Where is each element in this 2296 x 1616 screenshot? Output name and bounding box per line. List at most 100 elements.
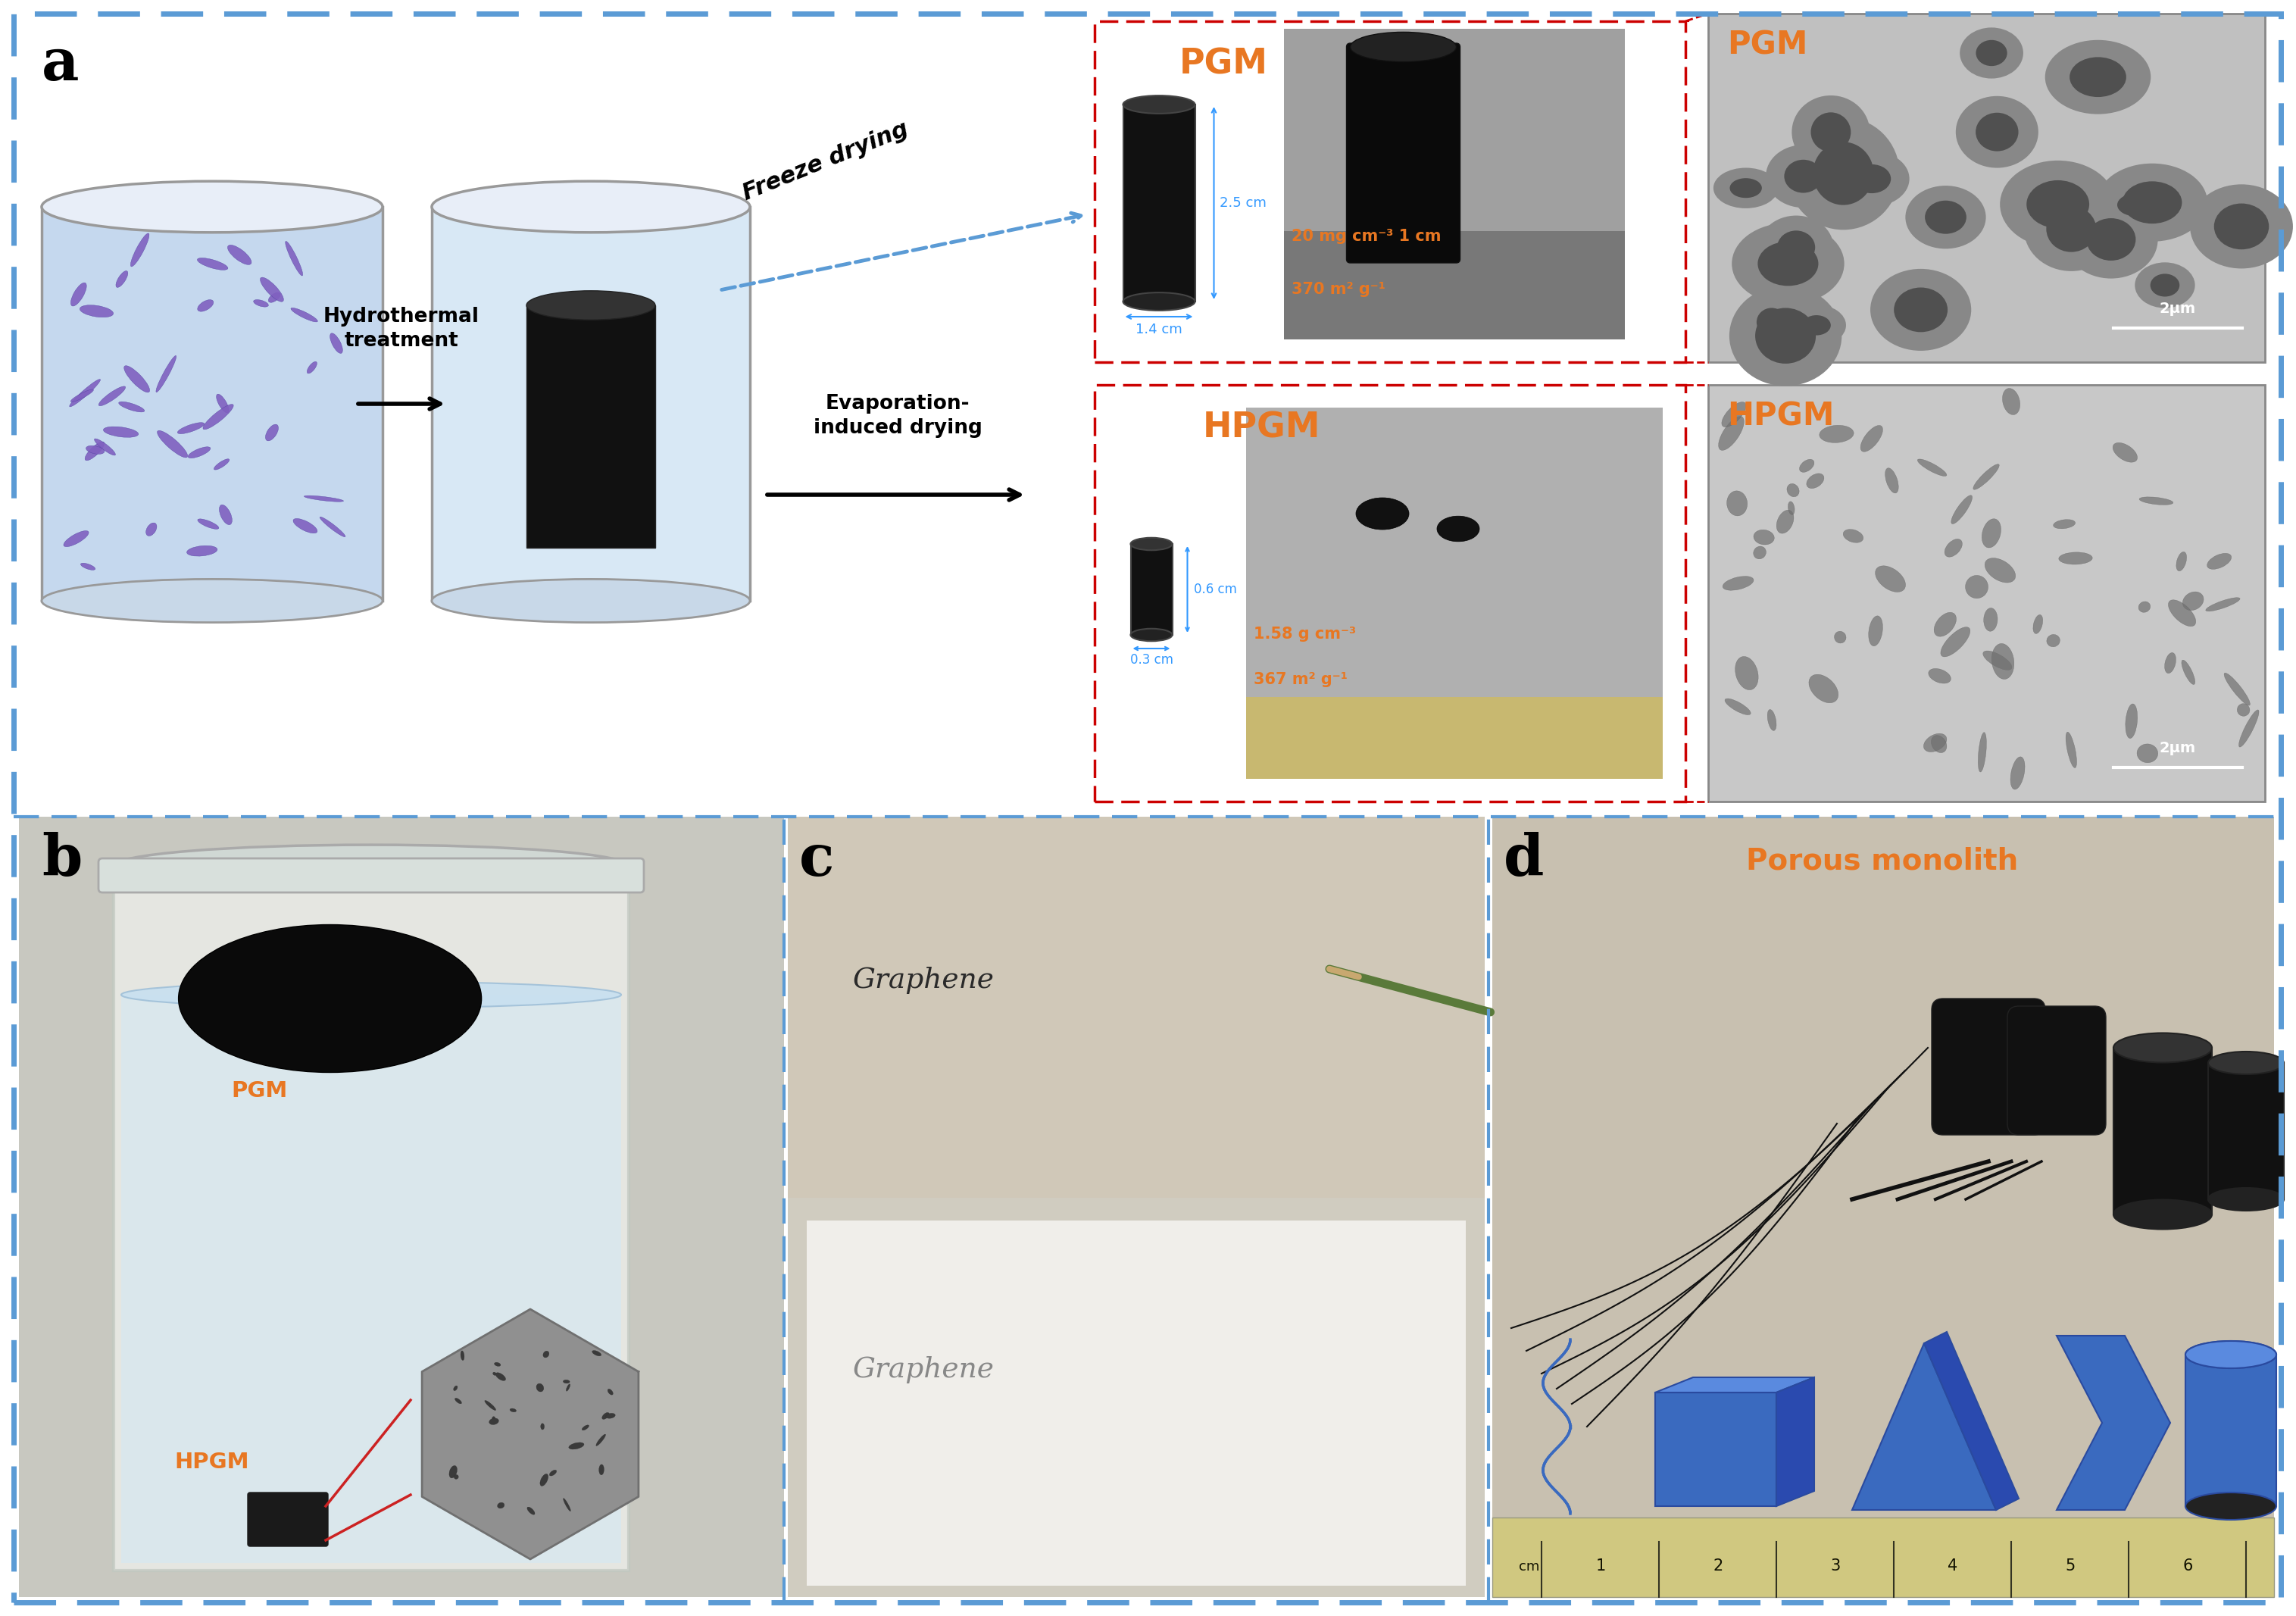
- Ellipse shape: [2011, 756, 2025, 789]
- Ellipse shape: [2186, 1341, 2275, 1369]
- Ellipse shape: [269, 292, 280, 302]
- Ellipse shape: [2167, 600, 2195, 627]
- Ellipse shape: [1933, 612, 1956, 637]
- Ellipse shape: [563, 1380, 569, 1383]
- Ellipse shape: [2209, 1188, 2285, 1210]
- Ellipse shape: [1894, 288, 1947, 331]
- Ellipse shape: [496, 1372, 505, 1380]
- Ellipse shape: [2025, 187, 2119, 271]
- Ellipse shape: [2112, 1199, 2211, 1230]
- Ellipse shape: [592, 1351, 602, 1356]
- FancyBboxPatch shape: [113, 866, 629, 1571]
- Ellipse shape: [2209, 1052, 2285, 1075]
- FancyBboxPatch shape: [2007, 1007, 2105, 1134]
- Ellipse shape: [1713, 168, 1777, 208]
- Text: 370 m² g⁻¹: 370 m² g⁻¹: [1293, 281, 1384, 297]
- Ellipse shape: [99, 386, 126, 406]
- Ellipse shape: [1906, 186, 1986, 249]
- Ellipse shape: [292, 309, 317, 322]
- Ellipse shape: [2206, 553, 2232, 569]
- Ellipse shape: [331, 333, 342, 354]
- Ellipse shape: [1929, 669, 1952, 684]
- Ellipse shape: [1357, 498, 1410, 530]
- FancyBboxPatch shape: [18, 816, 783, 1597]
- Text: 2μm: 2μm: [2161, 742, 2195, 755]
- Ellipse shape: [2117, 194, 2154, 217]
- Ellipse shape: [1975, 113, 2018, 152]
- Ellipse shape: [494, 1372, 496, 1375]
- Ellipse shape: [2002, 388, 2020, 415]
- Ellipse shape: [2027, 181, 2089, 228]
- Ellipse shape: [85, 441, 103, 461]
- Ellipse shape: [1860, 425, 1883, 452]
- Ellipse shape: [528, 1508, 535, 1514]
- Ellipse shape: [1972, 464, 2000, 490]
- Ellipse shape: [1729, 286, 1841, 386]
- Ellipse shape: [1871, 268, 1972, 351]
- Ellipse shape: [1876, 566, 1906, 591]
- Ellipse shape: [1869, 616, 1883, 646]
- Ellipse shape: [94, 438, 115, 456]
- Ellipse shape: [1740, 294, 1802, 349]
- Ellipse shape: [1717, 417, 1745, 451]
- Ellipse shape: [455, 1387, 457, 1391]
- Ellipse shape: [1754, 546, 1766, 559]
- Ellipse shape: [1945, 540, 1963, 558]
- Polygon shape: [1655, 1377, 1814, 1393]
- Ellipse shape: [2151, 273, 2179, 297]
- Ellipse shape: [1984, 558, 2016, 583]
- FancyBboxPatch shape: [1247, 696, 1662, 779]
- Ellipse shape: [2046, 205, 2096, 252]
- Ellipse shape: [1437, 516, 1479, 541]
- Ellipse shape: [197, 519, 218, 528]
- Ellipse shape: [2064, 200, 2158, 278]
- Ellipse shape: [540, 1474, 549, 1487]
- Ellipse shape: [2186, 1341, 2275, 1369]
- Ellipse shape: [1977, 40, 2007, 66]
- FancyBboxPatch shape: [1492, 1517, 2273, 1597]
- Bar: [1095, 21, 1685, 362]
- FancyBboxPatch shape: [1283, 29, 1626, 339]
- Ellipse shape: [2112, 1033, 2211, 1063]
- FancyBboxPatch shape: [1708, 13, 2264, 362]
- Ellipse shape: [1800, 459, 1814, 472]
- Ellipse shape: [2000, 160, 2117, 247]
- Polygon shape: [1777, 1377, 1814, 1506]
- Ellipse shape: [1809, 674, 1839, 703]
- Ellipse shape: [1786, 305, 1846, 346]
- Ellipse shape: [122, 981, 622, 1008]
- Ellipse shape: [2186, 1493, 2275, 1519]
- Ellipse shape: [1984, 651, 2011, 671]
- Ellipse shape: [606, 1414, 615, 1419]
- Text: b: b: [41, 832, 83, 887]
- Ellipse shape: [1786, 483, 1800, 496]
- FancyBboxPatch shape: [41, 207, 383, 601]
- FancyBboxPatch shape: [1492, 816, 2273, 1597]
- Ellipse shape: [186, 546, 218, 556]
- Ellipse shape: [1835, 632, 1846, 643]
- Ellipse shape: [1984, 608, 1998, 632]
- Ellipse shape: [1931, 735, 1947, 753]
- Text: 5: 5: [2064, 1558, 2076, 1574]
- FancyBboxPatch shape: [2209, 1063, 2285, 1199]
- Text: c: c: [799, 832, 833, 887]
- Ellipse shape: [2053, 519, 2076, 528]
- Ellipse shape: [2213, 204, 2268, 249]
- Ellipse shape: [2225, 672, 2250, 706]
- Text: 2μm: 2μm: [2161, 302, 2195, 315]
- Ellipse shape: [1952, 494, 1972, 524]
- Ellipse shape: [220, 504, 232, 525]
- Text: Freeze drying: Freeze drying: [739, 118, 912, 205]
- FancyBboxPatch shape: [1283, 231, 1626, 339]
- Text: 6: 6: [2183, 1558, 2193, 1574]
- Text: Graphene: Graphene: [852, 966, 994, 994]
- Ellipse shape: [294, 519, 317, 533]
- Ellipse shape: [1979, 732, 1986, 772]
- Ellipse shape: [544, 1351, 549, 1357]
- Ellipse shape: [450, 1466, 457, 1479]
- FancyBboxPatch shape: [99, 858, 643, 892]
- Ellipse shape: [2046, 635, 2060, 646]
- Ellipse shape: [1784, 160, 1823, 192]
- Ellipse shape: [1965, 575, 1988, 598]
- Text: Porous monolith: Porous monolith: [1747, 847, 2018, 876]
